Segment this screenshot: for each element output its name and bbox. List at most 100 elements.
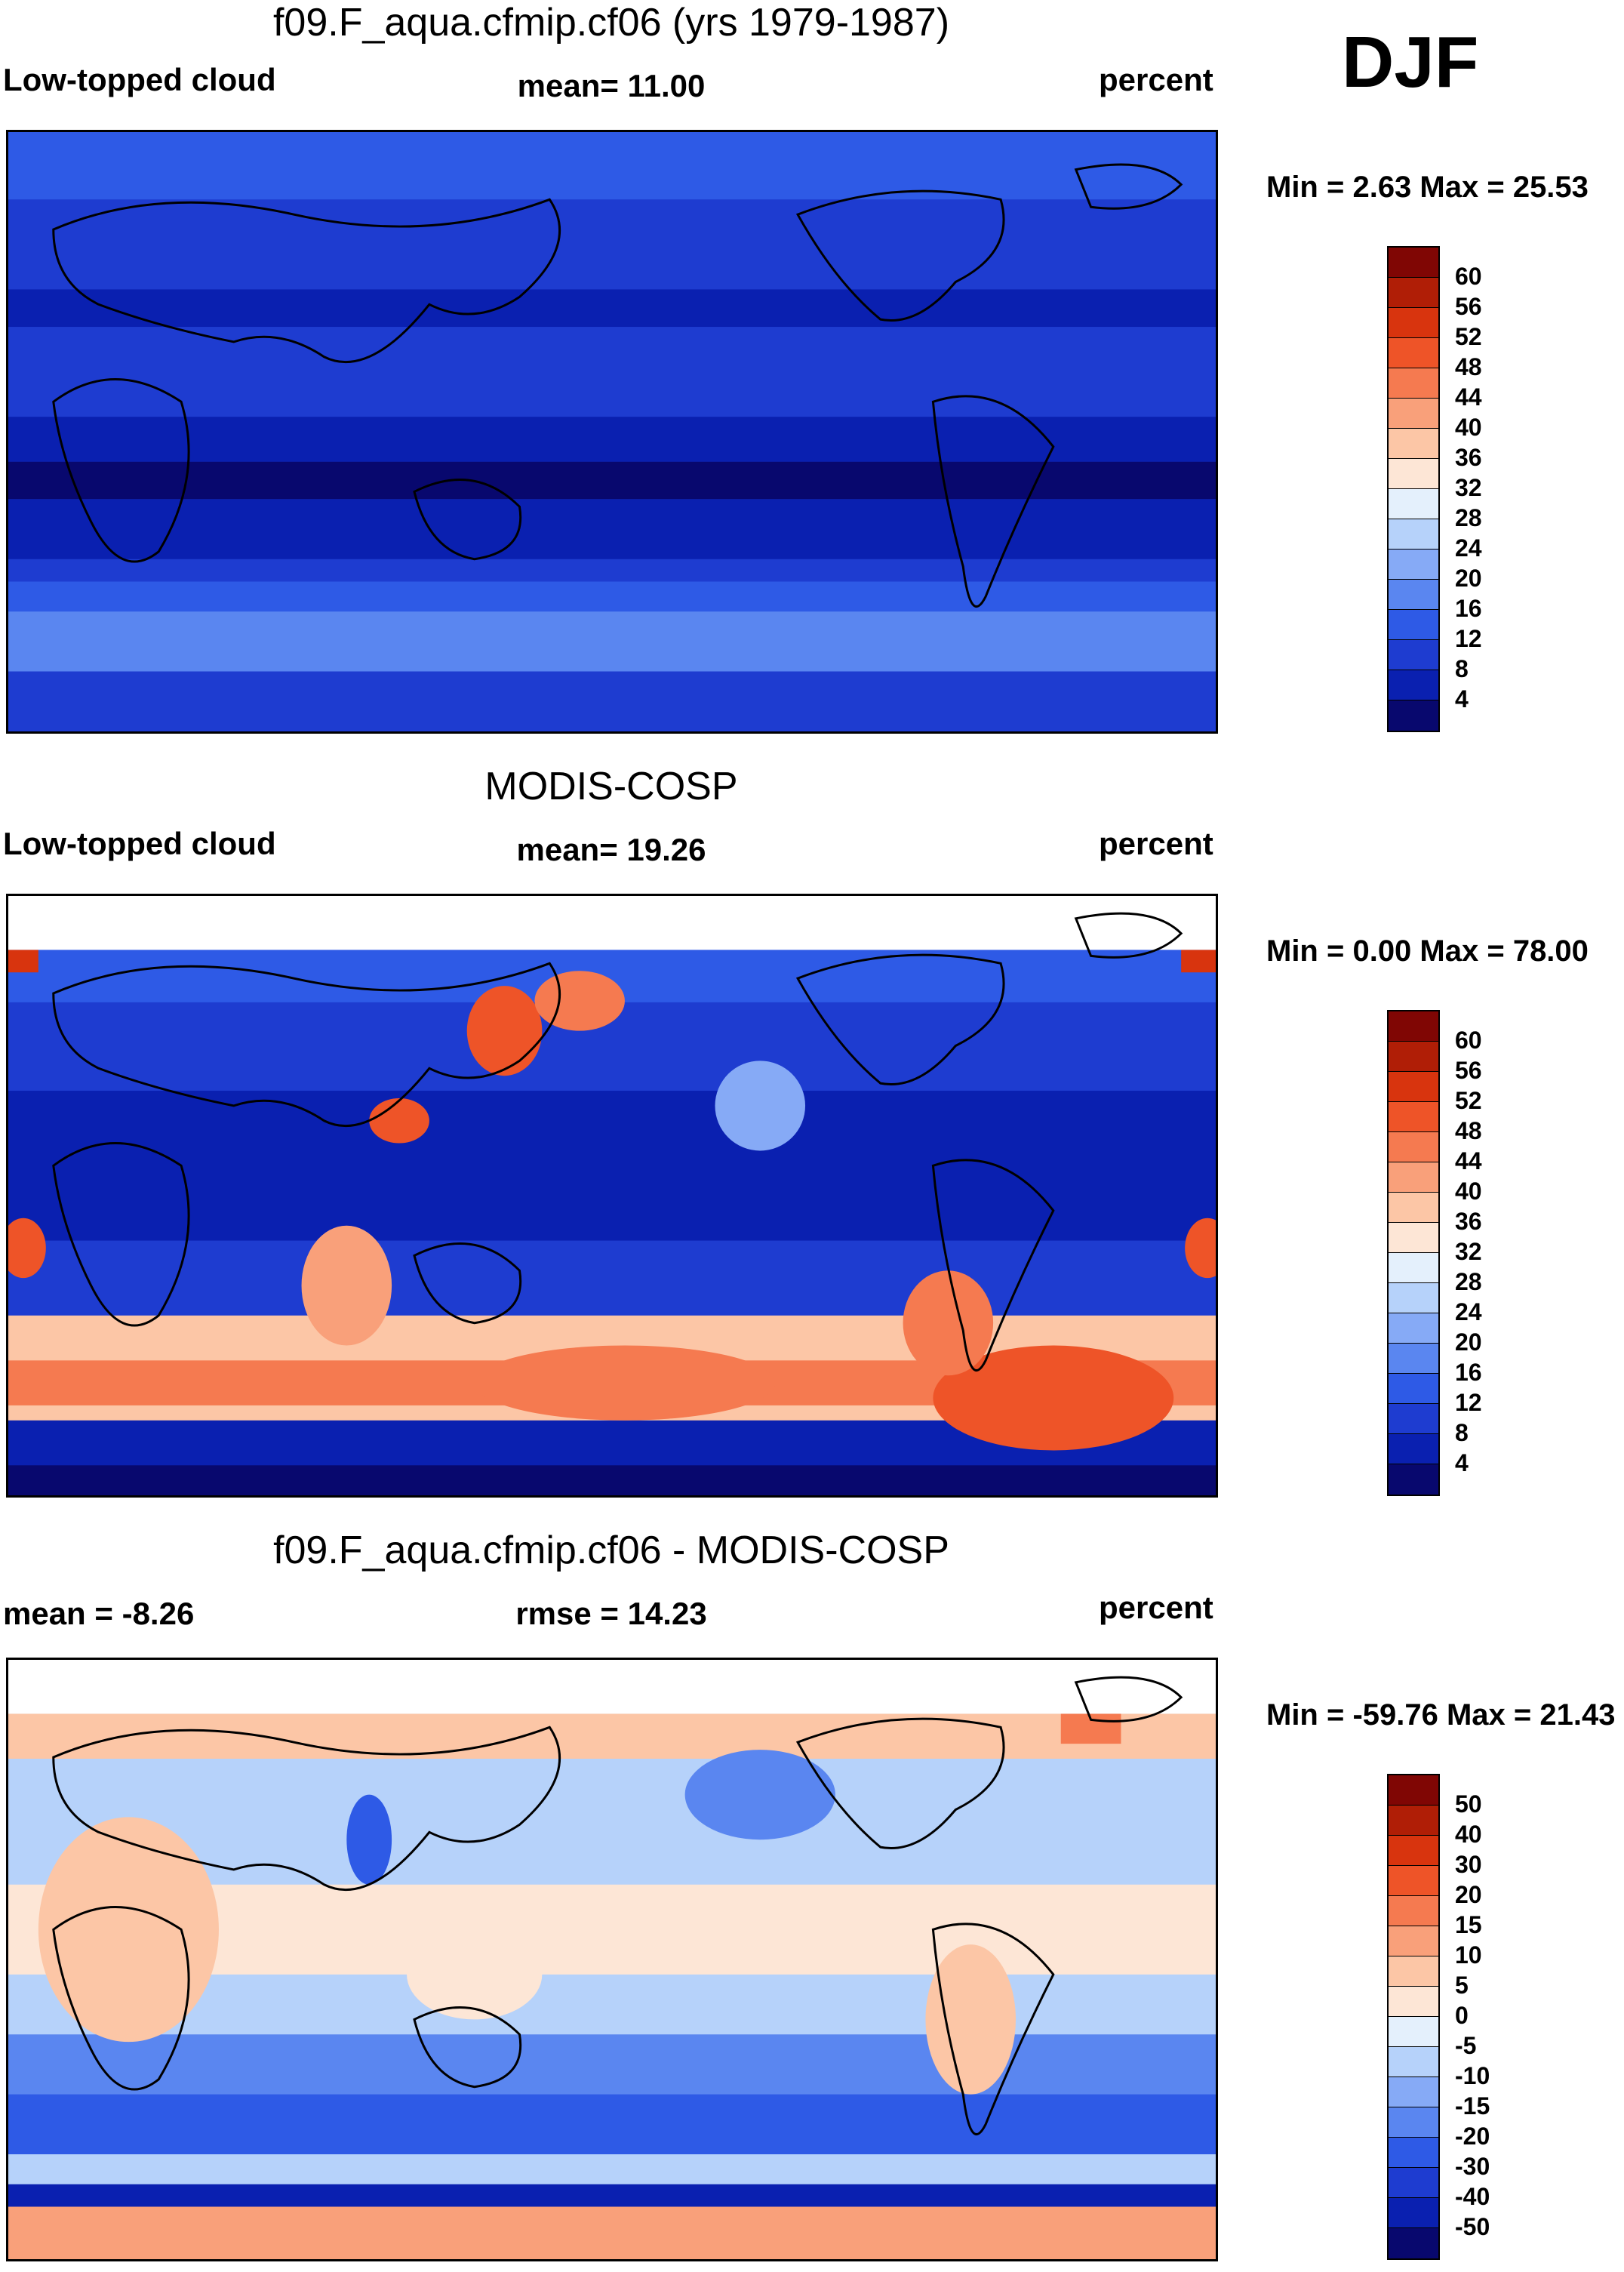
panel2-colorbar-tick: 40	[1455, 1178, 1482, 1205]
panel3-colorbar-swatch	[1389, 2168, 1438, 2198]
panel3-colorbar-swatch	[1389, 2077, 1438, 2107]
panel1-colorbar-tick: 4	[1455, 685, 1469, 713]
panel1-colorbar-swatch	[1389, 550, 1438, 580]
panel2-colorbar-tick: 12	[1455, 1389, 1482, 1416]
panel3-colorbar-tick: -10	[1455, 2062, 1490, 2089]
panel3-colorbar-swatch	[1389, 1956, 1438, 1987]
panel3-colorbar-tick: -15	[1455, 2092, 1490, 2120]
panel2-colorbar-swatch	[1389, 1042, 1438, 1072]
panel1-map	[6, 130, 1218, 734]
panel1-colorbar-tick: 16	[1455, 595, 1482, 622]
panel3-colorbar-swatch	[1389, 1836, 1438, 1866]
panel1-left-label: Low-topped cloud	[3, 62, 276, 97]
panel2-colorbar-swatch	[1389, 1253, 1438, 1283]
panel2-colorbar-swatch	[1389, 1313, 1438, 1344]
panel2-colorbar-tick: 56	[1455, 1057, 1482, 1084]
panel3-field	[8, 1660, 1216, 2259]
panel1-colorbar-tick: 60	[1455, 263, 1482, 290]
panel3-colorbar-swatch	[1389, 2047, 1438, 2077]
panel1-field	[8, 132, 1216, 731]
panel3-colorbar-swatch	[1389, 1806, 1438, 1836]
panel2-minmax: Min = 0.00 Max = 78.00	[1266, 934, 1589, 968]
panel2-colorbar-swatch	[1389, 1283, 1438, 1313]
panel2-colorbar-tick: 20	[1455, 1328, 1482, 1356]
panel1-colorbar-swatch	[1389, 670, 1438, 700]
panel3-colorbar-tick: 15	[1455, 1911, 1482, 1938]
panel3-colorbar-swatch	[1389, 1896, 1438, 1926]
panel2-colorbar-swatch	[1389, 1344, 1438, 1374]
panel2-colorbar-tick: 60	[1455, 1027, 1482, 1054]
panel1-title: f09.F_aqua.cfmip.cf06 (yrs 1979-1987)	[272, 1, 950, 45]
panel2-colorbar-swatch	[1389, 1162, 1438, 1193]
panel3-colorbar-tick: -5	[1455, 2032, 1477, 2059]
panel1-colorbar-tick: 48	[1455, 353, 1482, 380]
panel2-colorbar-swatch	[1389, 1072, 1438, 1102]
panel1-colorbar-swatch	[1389, 519, 1438, 550]
panel2-colorbar-tick: 4	[1455, 1449, 1469, 1476]
panel2-colorbar-swatch	[1389, 1434, 1438, 1464]
panel2-colorbar-swatch	[1389, 1132, 1438, 1162]
panel1-colorbar-swatch	[1389, 278, 1438, 308]
panel3-title: f09.F_aqua.cfmip.cf06 - MODIS-COSP	[273, 1529, 949, 1572]
panel2-field	[8, 896, 1216, 1495]
panel3-colorbar-tick: 50	[1455, 1790, 1482, 1818]
panel3-center-label: rmse = 14.23	[515, 1596, 707, 1631]
panel2-colorbar-tick: 48	[1455, 1117, 1482, 1144]
panel2-colorbar-tick: 28	[1455, 1268, 1482, 1295]
panel1-colorbar-tick: 44	[1455, 383, 1482, 411]
panel2-colorbar-tick: 52	[1455, 1087, 1482, 1114]
panel2-colorbar-swatch	[1389, 1102, 1438, 1132]
panel1-colorbar-tick: 28	[1455, 504, 1482, 531]
panel3-colorbar-swatch	[1389, 2138, 1438, 2168]
panel1-colorbar	[1387, 246, 1440, 732]
panel2-colorbar-tick: 24	[1455, 1298, 1482, 1325]
panel3-left-label: mean = -8.26	[3, 1596, 195, 1631]
panel1-center-label: mean= 11.00	[517, 68, 706, 103]
panel1-colorbar-tick: 32	[1455, 474, 1482, 501]
panel3-colorbar-tick: -30	[1455, 2153, 1490, 2180]
panel2-colorbar-swatch	[1389, 1223, 1438, 1253]
panel2-colorbar-swatch	[1389, 1193, 1438, 1223]
panel3-colorbar-swatch	[1389, 2017, 1438, 2047]
panel2-colorbar-swatch	[1389, 1404, 1438, 1434]
panel1-minmax: Min = 2.63 Max = 25.53	[1266, 171, 1589, 204]
panel3-colorbar-tick: 40	[1455, 1821, 1482, 1848]
panel1-right-label: percent	[1099, 62, 1213, 97]
season-label: DJF	[1342, 22, 1479, 103]
panel2-colorbar-swatch	[1389, 1011, 1438, 1042]
panel1-colorbar-tick: 56	[1455, 293, 1482, 320]
panel3-colorbar-swatch	[1389, 2198, 1438, 2228]
panel3-colorbar-tick: -50	[1455, 2213, 1490, 2240]
panel2-colorbar-tick: 8	[1455, 1419, 1469, 1446]
panel2-map	[6, 894, 1218, 1498]
panel3-colorbar-swatch	[1389, 1866, 1438, 1896]
panel1-colorbar-tick: 52	[1455, 323, 1482, 350]
panel3-colorbar-tick: 20	[1455, 1881, 1482, 1908]
panel3-colorbar-tick: -40	[1455, 2183, 1490, 2210]
panel3-colorbar-tick: 5	[1455, 1972, 1469, 1999]
panel2-colorbar-tick: 16	[1455, 1359, 1482, 1386]
panel1-colorbar-tick: 12	[1455, 625, 1482, 652]
panel1-colorbar-swatch	[1389, 338, 1438, 368]
panel1-colorbar-swatch	[1389, 459, 1438, 489]
panel3-colorbar-tick: 30	[1455, 1851, 1482, 1878]
panel3-minmax: Min = -59.76 Max = 21.43	[1266, 1698, 1616, 1732]
panel2-right-label: percent	[1099, 826, 1213, 861]
panel3-colorbar	[1387, 1774, 1440, 2260]
panel1-colorbar-tick: 24	[1455, 534, 1482, 562]
panel2-colorbar-tick: 44	[1455, 1147, 1482, 1174]
panel3-colorbar-swatch	[1389, 1775, 1438, 1806]
panel3-colorbar-swatch	[1389, 2107, 1438, 2138]
panel3-colorbar-swatch	[1389, 1926, 1438, 1956]
panel3-colorbar-tick: 0	[1455, 2002, 1469, 2029]
panel1-colorbar-swatch	[1389, 399, 1438, 429]
panel2-colorbar	[1387, 1010, 1440, 1496]
panel1-colorbar-swatch	[1389, 700, 1438, 731]
panel2-title: MODIS-COSP	[484, 765, 738, 808]
panel3-map	[6, 1658, 1218, 2261]
panel1-colorbar-swatch	[1389, 640, 1438, 670]
panel1-colorbar-tick: 20	[1455, 565, 1482, 592]
panel1-colorbar-swatch	[1389, 610, 1438, 640]
panel2-center-label: mean= 19.26	[516, 832, 706, 867]
panel3-colorbar-tick: -20	[1455, 2123, 1490, 2150]
